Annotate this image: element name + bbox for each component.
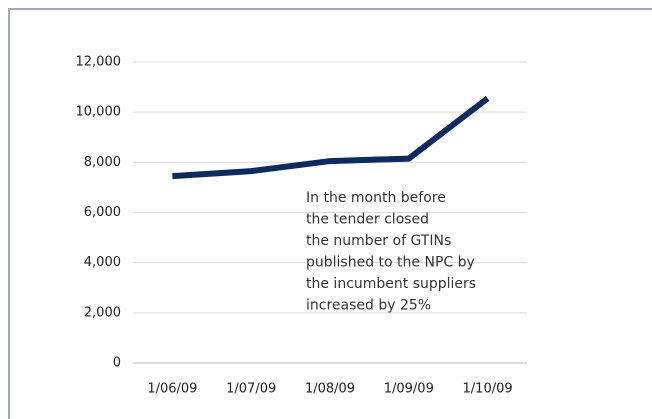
y-tick-label: 12,000 — [76, 55, 122, 70]
annotation: the number of GTINs — [306, 233, 451, 249]
y-tick-label: 2,000 — [84, 305, 121, 320]
y-tick-label: 6,000 — [84, 205, 121, 220]
annotation: the incumbent suppliers — [306, 276, 476, 292]
frame — [8, 8, 652, 419]
x-tick-label: 1/08/09 — [305, 382, 355, 397]
annotation: increased by 25% — [306, 298, 431, 314]
annotation: published to the NPC by — [306, 255, 475, 271]
annotation: the tender closed — [306, 212, 429, 228]
y-tick-label: 4,000 — [84, 255, 121, 270]
x-tick-label: 1/06/09 — [147, 382, 197, 397]
y-tick-label: 0 — [113, 356, 121, 371]
annotation: In the month before — [306, 190, 446, 206]
x-tick-label: 1/09/09 — [384, 382, 434, 397]
y-tick-label: 8,000 — [84, 155, 121, 170]
x-tick-label: 1/10/09 — [463, 382, 513, 397]
line-series — [172, 95, 490, 180]
x-tick-label: 1/07/09 — [226, 382, 276, 397]
y-tick-label: 10,000 — [76, 105, 122, 120]
